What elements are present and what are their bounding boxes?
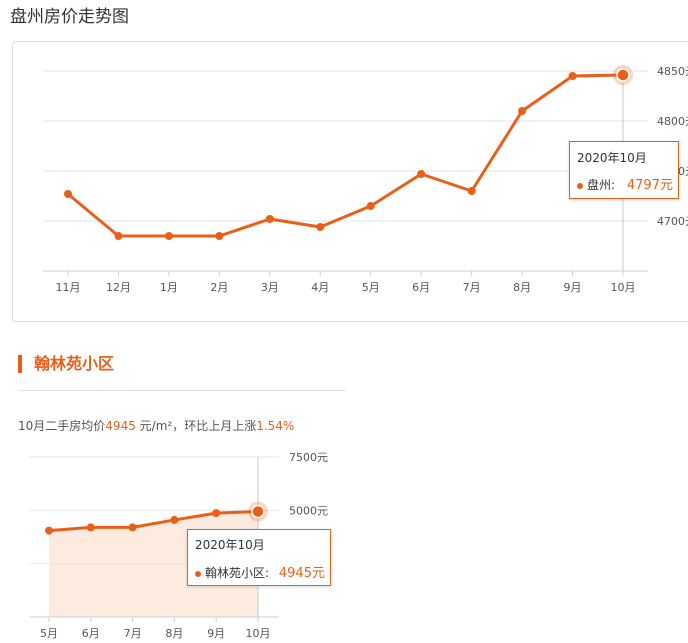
community-chart-tooltip: 2020年10月 翰林苑小区: 4945元: [187, 529, 331, 586]
data-point: [568, 72, 577, 80]
data-point: [64, 190, 72, 198]
data-point-highlighted: [251, 504, 265, 519]
x-tick-label: 10月: [246, 627, 271, 640]
y-tick-label: 4800元: [657, 115, 688, 128]
x-tick-label: 8月: [165, 627, 183, 640]
tooltip-date: 2020年10月: [577, 151, 647, 165]
summary-price: 4945: [105, 419, 136, 433]
series-line: [66, 73, 625, 238]
data-point: [45, 526, 53, 535]
summary-month: 10月: [18, 419, 46, 433]
data-point: [265, 215, 274, 223]
tooltip-date: 2020年10月: [195, 538, 265, 552]
data-point: [316, 223, 325, 231]
community-price-area-chart: 2500元5000元7500元5月6月7月8月9月10月: [30, 451, 328, 640]
divider: [18, 390, 346, 391]
y-tick-label: 4850元: [657, 65, 688, 78]
summary-change: 1.54%: [256, 419, 295, 433]
data-point: [86, 523, 95, 532]
data-point: [164, 232, 173, 240]
x-tick-label: 9月: [207, 627, 225, 640]
community-title: 翰林苑小区: [18, 355, 114, 373]
series-dot: [195, 570, 201, 577]
data-point: [417, 170, 426, 178]
tooltip-series-label: 盘州:: [587, 178, 616, 192]
x-tick-label: 10月: [611, 281, 636, 294]
data-point: [215, 232, 224, 240]
data-point: [114, 232, 123, 240]
x-tick-label: 6月: [412, 281, 430, 294]
price-summary: 10月二手房均价4945 元/m²，环比上月上涨1.54%: [18, 417, 294, 434]
x-tick-label: 11月: [56, 281, 81, 294]
x-tick-label: 5月: [40, 627, 58, 640]
data-point: [170, 515, 179, 524]
city-chart-tooltip: 2020年10月 盘州: 4797元: [569, 141, 679, 199]
y-tick-label: 5000元: [289, 504, 328, 517]
tooltip-value: 4945元: [278, 566, 325, 581]
y-tick-label: 7500元: [289, 451, 328, 464]
data-point: [366, 202, 375, 210]
data-point-highlighted: [616, 68, 630, 82]
x-tick-label: 8月: [513, 281, 531, 294]
series-dot: [577, 182, 583, 189]
x-tick-label: 4月: [311, 281, 329, 294]
data-point: [467, 187, 476, 195]
chart-card: [12, 41, 688, 322]
x-tick-label: 9月: [564, 281, 582, 294]
summary-text-a: 二手房均价: [45, 419, 106, 433]
x-tick-label: 6月: [82, 627, 100, 640]
x-tick-label: 3月: [261, 281, 279, 294]
x-tick-label: 7月: [463, 281, 481, 294]
page-title: 盘州房价走势图: [10, 7, 129, 27]
series-line: [47, 510, 260, 533]
data-point: [128, 523, 137, 532]
x-tick-label: 1月: [160, 281, 178, 294]
tooltip-series-label: 翰林苑小区:: [205, 566, 270, 580]
x-tick-label: 5月: [362, 281, 380, 294]
y-tick-label: 4700元: [657, 215, 688, 228]
tooltip-value: 4797元: [626, 178, 673, 193]
x-tick-label: 7月: [124, 627, 142, 640]
summary-text-b: 元/m²，环比上月上涨: [135, 419, 257, 433]
data-point: [518, 107, 527, 115]
x-tick-label: 12月: [106, 281, 131, 294]
data-point: [212, 509, 221, 518]
x-tick-label: 2月: [210, 281, 228, 294]
